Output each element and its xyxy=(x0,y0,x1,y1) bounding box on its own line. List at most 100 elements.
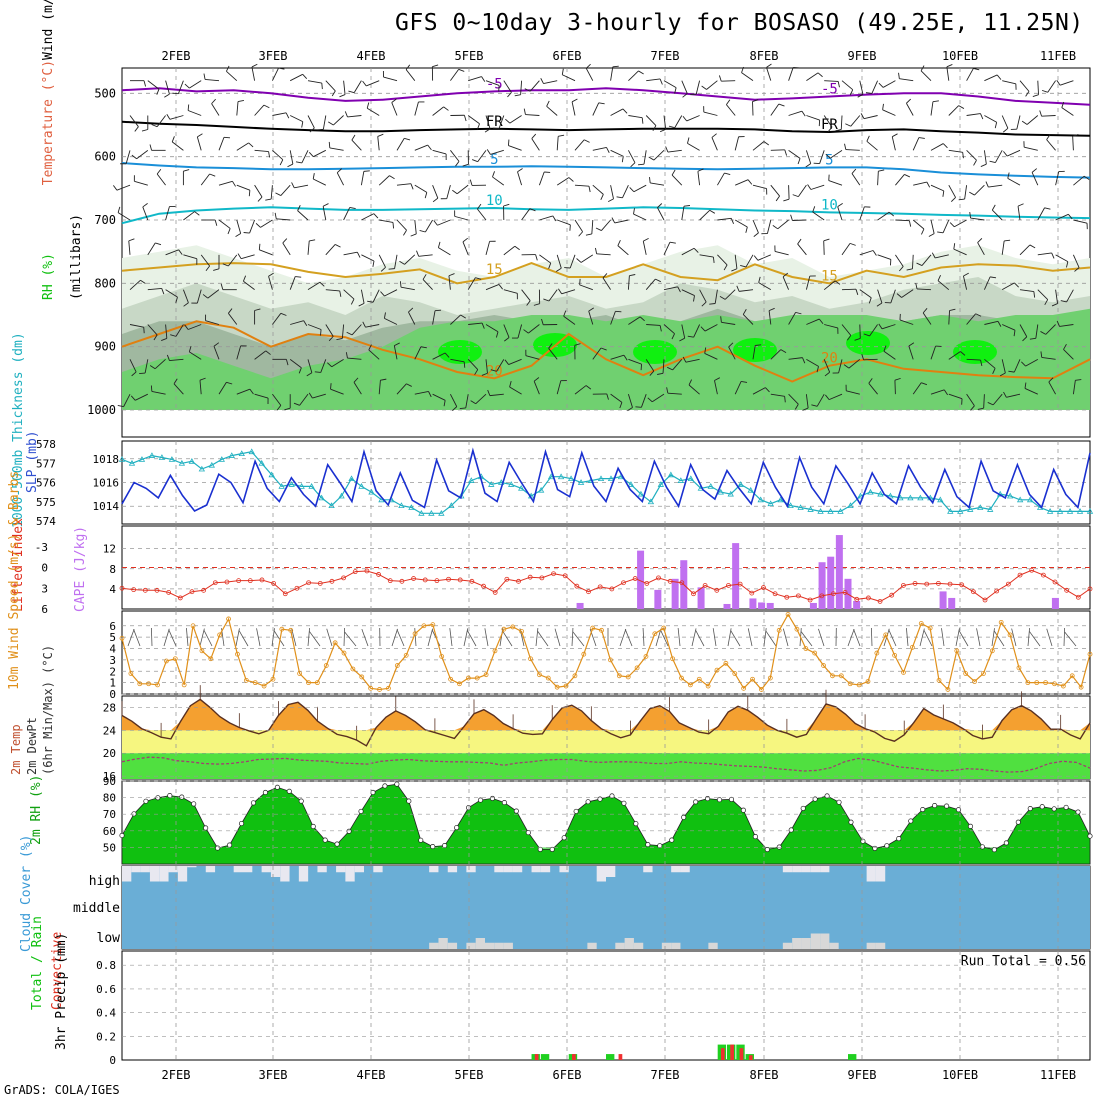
upper-wind-barb xyxy=(313,178,326,186)
upper-wind-barb xyxy=(663,286,678,291)
surface-wind-barb xyxy=(326,628,333,647)
upper-wind-barb xyxy=(171,136,175,143)
upper-wind-barb xyxy=(693,324,701,338)
upper-wind-barb xyxy=(343,80,346,95)
upper-wind-barb xyxy=(188,346,192,353)
wind-speed-marker xyxy=(625,674,631,680)
upper-wind-barb xyxy=(406,383,412,387)
upper-wind-barb xyxy=(1025,91,1030,97)
high-cloud-bar xyxy=(261,866,271,873)
upper-wind-barb xyxy=(1056,320,1060,327)
precip-tick-label: 0.4 xyxy=(96,1007,116,1020)
lifted-index-marker xyxy=(306,580,312,586)
upper-wind-barb xyxy=(165,324,168,339)
thickness-marker xyxy=(278,483,285,489)
thickness-marker xyxy=(937,496,944,503)
upper-wind-barb xyxy=(498,284,503,290)
wind-tick-label: 1 xyxy=(109,677,116,690)
upper-wind-barb xyxy=(503,80,512,93)
upper-wind-barb xyxy=(309,127,315,133)
thickness-marker xyxy=(787,502,794,508)
upper-wind-barb xyxy=(414,144,428,151)
surface-wind-barb xyxy=(642,628,645,647)
thickness-marker xyxy=(537,486,545,493)
lifted-index-marker xyxy=(434,578,440,584)
surface-wind-barb xyxy=(186,628,189,647)
upper-wind-barb xyxy=(966,358,981,361)
wind-speed-marker xyxy=(759,687,764,692)
upper-wind-barb xyxy=(183,254,197,260)
high-cloud-bar xyxy=(149,866,160,882)
thickness-marker xyxy=(408,504,415,510)
upper-wind-barb xyxy=(529,208,536,212)
upper-wind-barb xyxy=(975,313,982,317)
wind-speed-marker xyxy=(732,671,738,676)
surface-wind-barb xyxy=(958,630,969,647)
wind-speed-marker xyxy=(306,680,311,686)
temperature-contour xyxy=(121,320,1091,383)
upper-wind-barb xyxy=(469,179,473,186)
upper-wind-barb xyxy=(254,308,261,311)
upper-wind-barb xyxy=(320,359,327,373)
upper-wind-barb xyxy=(828,393,843,401)
upper-wind-barb xyxy=(922,308,928,314)
slp-axis-label: SLP (mb) xyxy=(25,430,40,493)
thickness-marker xyxy=(667,471,675,478)
upper-wind-barb xyxy=(353,377,359,383)
upper-wind-barb xyxy=(788,149,801,159)
wind-speed-marker xyxy=(332,640,338,646)
cloud-level-label: high xyxy=(89,874,120,889)
upper-wind-barb xyxy=(614,219,629,224)
upper-wind-barb xyxy=(259,249,273,256)
panel-frame-wind10m xyxy=(121,610,1091,695)
surface-wind-barb xyxy=(466,630,477,647)
upper-wind-barb xyxy=(463,115,467,122)
upper-wind-barb xyxy=(966,68,974,81)
lifted-index-marker xyxy=(399,578,405,584)
upper-wind-barb xyxy=(948,393,963,400)
upper-wind-barb xyxy=(628,70,639,81)
upper-wind-barb xyxy=(1056,80,1061,86)
upper-wind-barb xyxy=(383,76,398,82)
upper-wind-barb xyxy=(695,80,701,95)
wind-speed-marker xyxy=(776,627,782,633)
thickness-marker xyxy=(188,458,196,464)
upper-wind-barb xyxy=(844,143,847,150)
bottom-date-label: 2FEB xyxy=(162,1068,191,1082)
rh-marker xyxy=(884,843,890,849)
upper-wind-barb xyxy=(878,323,883,330)
upper-wind-barb xyxy=(667,392,682,395)
upper-wind-barb xyxy=(166,114,171,120)
thickness-marker xyxy=(727,490,734,497)
lifted-index-marker xyxy=(854,596,860,602)
low-cloud-bar xyxy=(503,942,513,949)
high-cloud-bar xyxy=(820,866,830,873)
surface-wind-barb xyxy=(537,631,549,647)
rh-marker xyxy=(143,798,149,804)
upper-wind-barb xyxy=(1019,289,1034,293)
rh-fill xyxy=(121,783,1091,865)
upper-wind-barb xyxy=(228,308,233,314)
upper-wind-barb xyxy=(687,137,690,144)
upper-wind-barb xyxy=(285,112,290,119)
upper-wind-barb xyxy=(366,80,380,87)
upper-wind-barb xyxy=(248,142,254,148)
upper-wind-barb xyxy=(610,66,614,81)
li-tick-label: 0 xyxy=(41,562,48,575)
lifted-index-marker xyxy=(831,591,836,597)
upper-wind-barb xyxy=(906,103,914,116)
convective-precip-bar xyxy=(739,1048,744,1060)
upper-wind-barb xyxy=(930,101,934,116)
wind-speed-marker xyxy=(483,672,489,678)
upper-wind-barb xyxy=(276,218,291,221)
lifted-index-marker xyxy=(166,590,172,595)
wind-speed-marker xyxy=(119,635,125,641)
upper-wind-barb xyxy=(854,338,861,341)
upper-wind-barb xyxy=(405,64,411,70)
upper-wind-barb xyxy=(681,247,695,256)
upper-wind-barb xyxy=(220,283,224,290)
rh-marker xyxy=(1051,806,1057,812)
upper-wind-barb xyxy=(228,254,238,267)
upper-wind-barb xyxy=(1066,289,1074,303)
upper-wind-barb xyxy=(711,133,717,138)
